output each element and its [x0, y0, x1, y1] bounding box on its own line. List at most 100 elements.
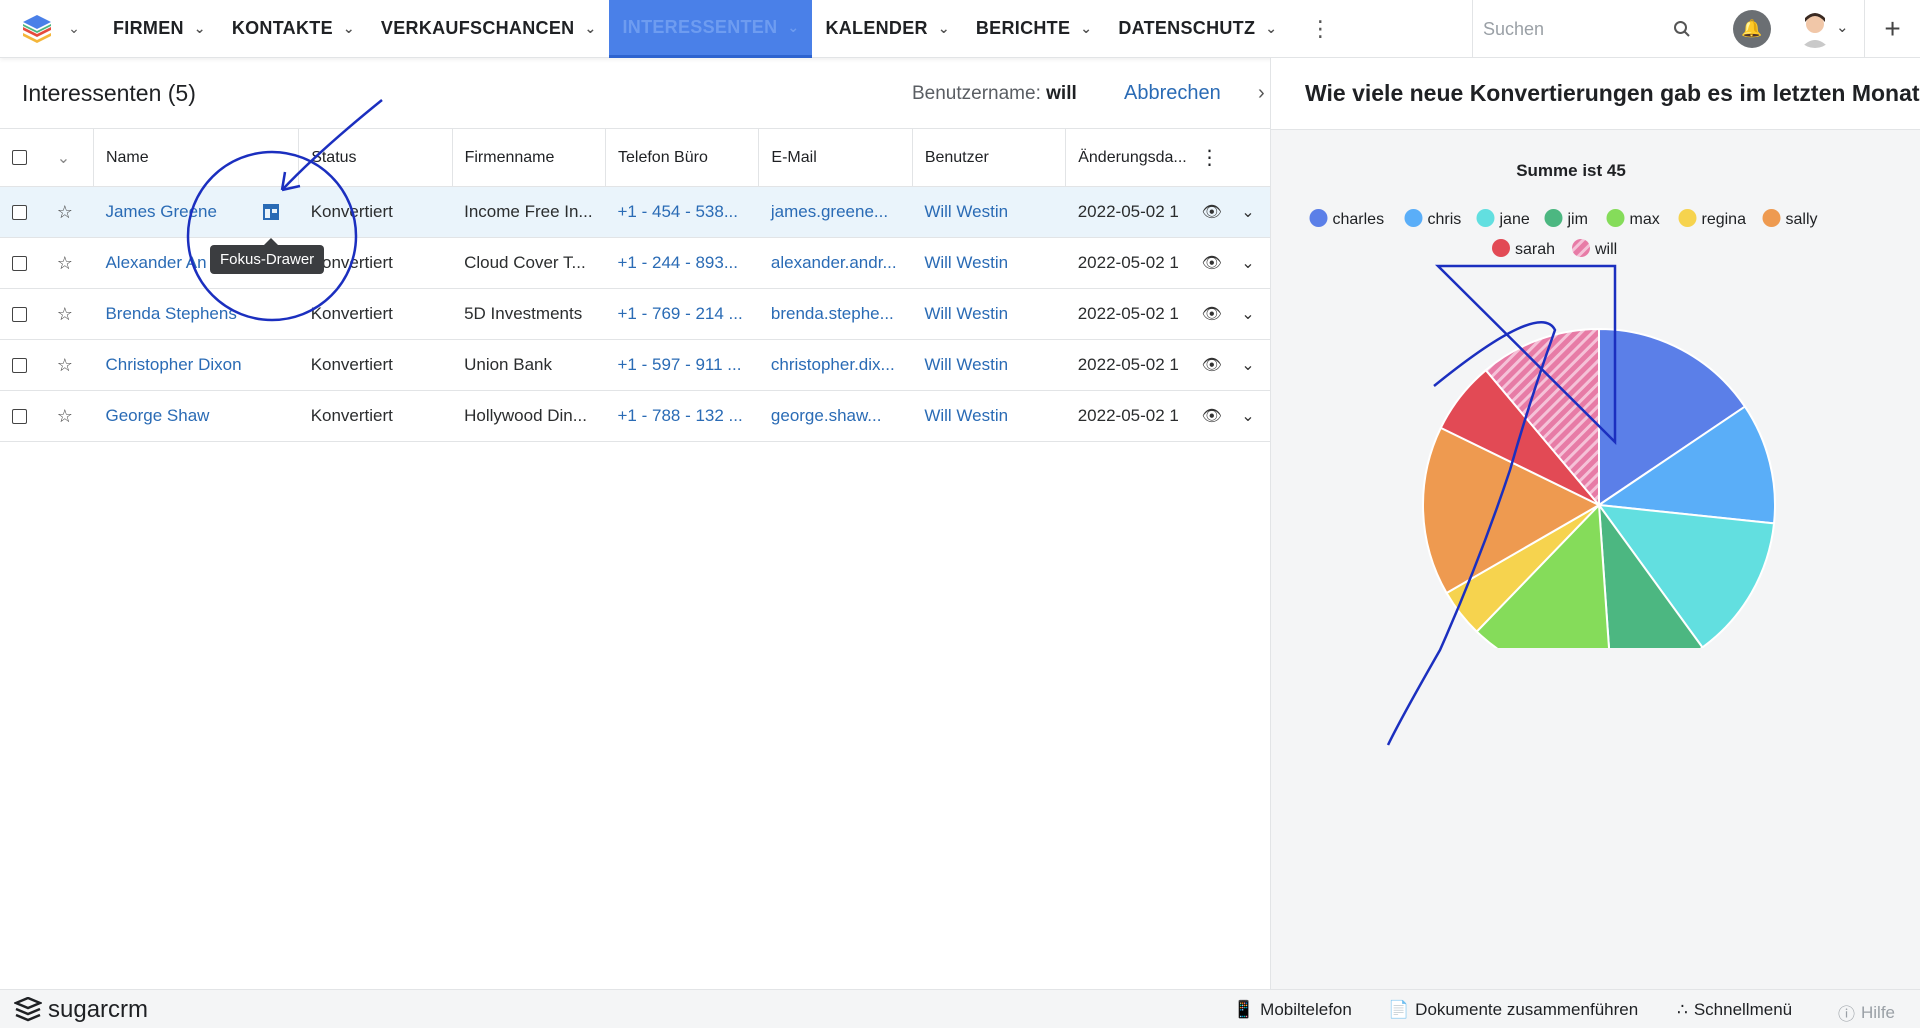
- focus-drawer-icon[interactable]: [262, 203, 280, 221]
- quick-menu-link[interactable]: ∴ Schnellmenü: [1677, 1000, 1793, 1019]
- footer-bar: sugarcrm 📱 Mobiltelefon 📄 Dokumente zusamm…: [0, 989, 1920, 1028]
- nav-item-interessenten[interactable]: INTERESSENTEN ⌄: [609, 0, 813, 58]
- merge-documents-link[interactable]: 📄 Dokumente zusammenführen: [1388, 1000, 1639, 1019]
- legend-label: sally: [1786, 211, 1818, 228]
- favorite-star-icon[interactable]: ☆: [44, 288, 94, 340]
- column-header-user[interactable]: Benutzer: [911, 128, 1066, 187]
- chevron-down-icon: ⌄: [342, 20, 355, 36]
- chevron-down-icon: ⌄: [584, 20, 597, 36]
- legend-item-max[interactable]: max: [1606, 209, 1660, 228]
- legend-item-chris[interactable]: chris: [1404, 209, 1462, 228]
- legend-item-sarah[interactable]: sarah: [1492, 239, 1555, 258]
- user-link[interactable]: Will Westin: [912, 339, 1066, 391]
- preview-eye-icon[interactable]: 👁: [1189, 237, 1230, 289]
- column-header-status[interactable]: Status: [298, 128, 453, 187]
- cancel-filter-link[interactable]: Abbrechen: [1124, 82, 1221, 104]
- column-header-email[interactable]: E-Mail: [758, 128, 913, 187]
- modified-date-cell: 2022-05-02 1: [1065, 288, 1190, 340]
- row-checkbox[interactable]: [0, 390, 45, 442]
- column-settings-icon[interactable]: ⋮: [1189, 128, 1230, 187]
- table-row[interactable]: ☆ George Shaw Konvertiert Hollywood Din.…: [0, 390, 1270, 442]
- lead-name-link[interactable]: Brenda Stephens: [93, 288, 299, 340]
- legend-item-jane[interactable]: jane: [1476, 209, 1530, 228]
- legend-item-will[interactable]: will: [1572, 239, 1617, 258]
- favorite-star-icon[interactable]: ☆: [44, 186, 94, 238]
- phone-link[interactable]: +1 - 244 - 893...: [605, 237, 759, 289]
- row-checkbox[interactable]: [0, 237, 45, 289]
- phone-link[interactable]: +1 - 788 - 132 ...: [605, 390, 759, 442]
- favorite-star-icon[interactable]: ☆: [44, 339, 94, 391]
- user-link[interactable]: Will Westin: [912, 186, 1066, 238]
- email-link[interactable]: alexander.andr...: [758, 237, 913, 289]
- dashlet-title: Wie viele neue Konvertierungen gab es im…: [1271, 58, 1920, 130]
- legend-item-sally[interactable]: sally: [1762, 209, 1818, 228]
- column-header-name[interactable]: Name: [92, 128, 299, 187]
- phone-link[interactable]: +1 - 597 - 911 ...: [605, 339, 759, 391]
- chevron-down-icon: ⌄: [1080, 20, 1093, 36]
- row-actions-chevron-icon[interactable]: ⌄: [1229, 237, 1270, 289]
- pie-slice-chris[interactable]: [1596, 405, 1776, 525]
- company-cell: Cloud Cover T...: [452, 237, 606, 289]
- column-header-modified[interactable]: Änderungsda...: [1065, 128, 1190, 187]
- table-row[interactable]: ☆ Brenda Stephens Konvertiert 5D Investm…: [0, 288, 1270, 340]
- preview-eye-icon[interactable]: 👁: [1189, 339, 1230, 391]
- chevron-down-icon: ⌄: [937, 20, 950, 36]
- row-checkbox[interactable]: [0, 186, 45, 238]
- chevron-right-icon[interactable]: ›: [1258, 82, 1265, 104]
- app-menu[interactable]: ⌄: [0, 0, 100, 58]
- pie-slice-jane[interactable]: [1596, 503, 1776, 648]
- notification-bell-icon[interactable]: 🔔: [1733, 10, 1771, 48]
- avatar[interactable]: [1795, 8, 1835, 48]
- nav-item-berichte[interactable]: BERICHTE ⌄: [975, 18, 1093, 38]
- favorite-star-icon[interactable]: ☆: [44, 237, 94, 289]
- column-header-phone[interactable]: Telefon Büro: [604, 128, 759, 187]
- table-row[interactable]: ☆ Alexander An Konvertiert Cloud Cover T…: [0, 237, 1270, 289]
- user-link[interactable]: Will Westin: [912, 390, 1066, 442]
- chevron-down-icon[interactable]: ⌄: [1836, 19, 1849, 36]
- table-row[interactable]: ☆ James Greene Konvertiert Income Free I…: [0, 186, 1270, 238]
- column-header-company[interactable]: Firmenname: [451, 128, 606, 187]
- search-input[interactable]: [1483, 18, 1673, 40]
- row-actions-chevron-icon[interactable]: ⌄: [1229, 186, 1270, 238]
- nav-item-firmen[interactable]: FIRMEN ⌄: [113, 18, 206, 38]
- nav-item-datenschutz[interactable]: DATENSCHUTZ ⌄: [1118, 18, 1278, 38]
- nav-item-kalender[interactable]: KALENDER ⌄: [825, 18, 950, 38]
- user-link[interactable]: Will Westin: [912, 237, 1066, 289]
- row-actions-chevron-icon[interactable]: ⌄: [1229, 339, 1270, 391]
- preview-eye-icon[interactable]: 👁: [1189, 390, 1230, 442]
- quick-create-plus-icon[interactable]: +: [1864, 0, 1920, 58]
- help-link[interactable]: ⓘ Hilfe: [1838, 1000, 1895, 1025]
- email-link[interactable]: james.greene...: [758, 186, 913, 238]
- phone-link[interactable]: +1 - 454 - 538...: [605, 186, 759, 238]
- legend-item-regina[interactable]: regina: [1678, 209, 1747, 228]
- lead-name-link[interactable]: George Shaw: [93, 390, 299, 442]
- nav-item-verkaufschancen[interactable]: VERKAUFSCHANCEN ⌄: [380, 18, 597, 38]
- row-actions-chevron-icon[interactable]: ⌄: [1229, 288, 1270, 340]
- search-icon[interactable]: [1673, 20, 1691, 38]
- row-checkbox[interactable]: [0, 288, 45, 340]
- mobile-link[interactable]: 📱 Mobiltelefon: [1233, 1000, 1352, 1019]
- favorite-star-icon[interactable]: ☆: [44, 390, 94, 442]
- more-menu-icon[interactable]: ⋮: [1309, 15, 1332, 41]
- legend-item-jim[interactable]: jim: [1544, 209, 1588, 228]
- select-all-checkbox[interactable]: [0, 128, 45, 187]
- email-link[interactable]: brenda.stephe...: [758, 288, 913, 340]
- help-icon: ⓘ: [1838, 1005, 1855, 1024]
- legend-item-charles[interactable]: charles: [1309, 209, 1385, 228]
- phone-link[interactable]: +1 - 769 - 214 ...: [605, 288, 759, 340]
- nav-item-kontakte[interactable]: KONTAKTE ⌄: [231, 18, 355, 38]
- pie-chart: charles chris jane jim max regina sally sarah wi…: [1309, 209, 1818, 648]
- legend-label: will: [1594, 241, 1617, 258]
- lead-name-link[interactable]: Christopher Dixon: [93, 339, 299, 391]
- user-link[interactable]: Will Westin: [912, 288, 1066, 340]
- row-checkbox[interactable]: [0, 339, 45, 391]
- pie-slice-jim[interactable]: [1597, 501, 1704, 648]
- email-link[interactable]: christopher.dix...: [758, 339, 913, 391]
- email-link[interactable]: george.shaw...: [758, 390, 913, 442]
- row-actions-chevron-icon[interactable]: ⌄: [1229, 390, 1270, 442]
- modified-date-cell: 2022-05-02 1: [1065, 390, 1190, 442]
- select-all-dropdown[interactable]: ⌄: [44, 128, 94, 187]
- preview-eye-icon[interactable]: 👁: [1189, 186, 1230, 238]
- table-row[interactable]: ☆ Christopher Dixon Konvertiert Union Ba…: [0, 339, 1270, 391]
- preview-eye-icon[interactable]: 👁: [1189, 288, 1230, 340]
